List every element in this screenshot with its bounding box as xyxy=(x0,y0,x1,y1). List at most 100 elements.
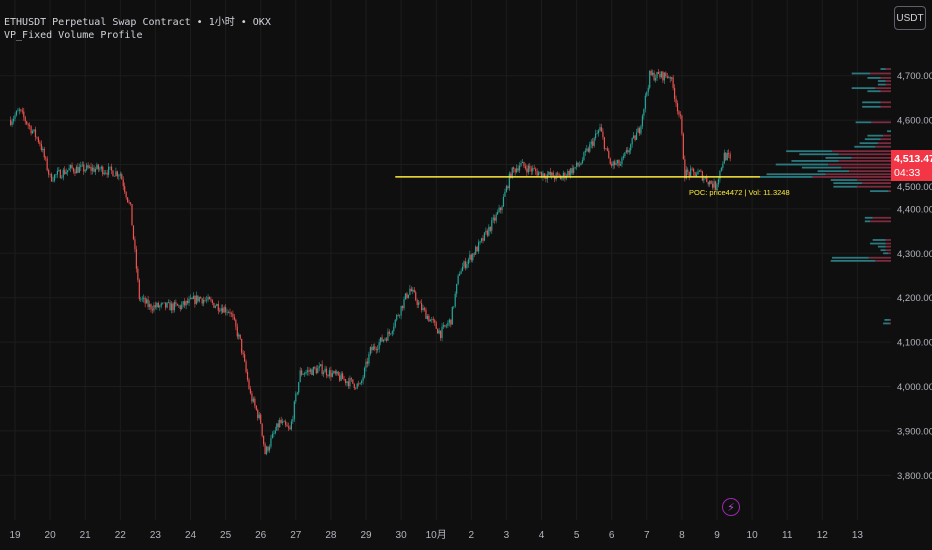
candle-body xyxy=(453,306,455,308)
candle-body xyxy=(698,170,701,172)
candle-body xyxy=(242,352,244,355)
symbol-title[interactable]: ETHUSDT Perpetual Swap Contract • 1小时 • … xyxy=(4,17,271,28)
candle-body xyxy=(403,299,405,309)
candle-body xyxy=(393,326,395,332)
candle-body xyxy=(404,293,407,300)
candle-body xyxy=(472,253,474,261)
x-tick-label: 26 xyxy=(255,530,267,541)
candle-body xyxy=(574,166,576,168)
candle-body xyxy=(614,161,616,165)
candle-body xyxy=(710,180,712,184)
candle-body xyxy=(397,315,399,316)
profile-bar-down xyxy=(851,156,891,159)
candle-body xyxy=(691,168,693,170)
candle-body xyxy=(533,168,535,169)
candle-body xyxy=(581,160,584,164)
candle-body xyxy=(504,192,506,197)
candle-body xyxy=(49,174,51,175)
candle-body xyxy=(48,170,50,175)
candle-body xyxy=(226,312,228,313)
candle-body xyxy=(225,307,227,313)
candle-body xyxy=(106,172,108,175)
candle-body xyxy=(399,315,401,317)
candle-body xyxy=(87,165,89,168)
candle-body xyxy=(77,166,79,173)
candle-body xyxy=(67,170,69,173)
candle-body xyxy=(186,300,189,304)
profile-bar-down xyxy=(885,68,891,70)
candle-body xyxy=(26,121,28,124)
candle-body xyxy=(315,368,317,374)
candle-body xyxy=(59,170,61,179)
candle-body xyxy=(410,288,412,292)
candle-body xyxy=(268,446,271,451)
candle-body xyxy=(289,427,291,430)
candle-body xyxy=(549,171,551,176)
candle-body xyxy=(576,162,578,167)
profile-bar-up xyxy=(825,156,852,159)
candle-body xyxy=(625,150,627,153)
lightning-icon[interactable]: ⚡ xyxy=(722,498,740,516)
candle-body xyxy=(437,328,439,334)
profile-bar-up xyxy=(833,182,863,185)
candle-body xyxy=(482,238,484,241)
candle-body xyxy=(660,71,663,78)
candle-body xyxy=(325,368,328,376)
profile-bar-down xyxy=(885,239,891,241)
candle-body xyxy=(478,242,480,252)
candle-body xyxy=(461,266,464,272)
candle-body xyxy=(418,302,420,305)
candle-body xyxy=(605,148,607,149)
candle-body xyxy=(464,261,467,268)
candle-body xyxy=(188,298,190,304)
currency-button[interactable]: USDT xyxy=(894,6,926,30)
candle-body xyxy=(273,433,275,434)
y-tick-label: 4,600.00 xyxy=(897,116,932,127)
profile-bar-up xyxy=(760,176,813,178)
candle-body xyxy=(363,367,366,378)
profile-bar-down xyxy=(875,145,891,148)
candle-body xyxy=(86,165,88,170)
candle-body xyxy=(232,313,234,317)
candle-body xyxy=(712,183,714,188)
candle-body xyxy=(600,127,603,132)
candle-body xyxy=(441,326,443,339)
candle-body xyxy=(657,71,660,75)
price-axis[interactable]: 4,700.00 4,600.00 4,500.00 4,400.00 4,300.00… xyxy=(897,71,932,482)
y-tick-label: 3,900.00 xyxy=(897,426,932,437)
candle-body xyxy=(514,169,516,173)
candle-body xyxy=(235,319,237,327)
candle-body xyxy=(20,109,22,111)
candle-body xyxy=(10,120,12,125)
candle-body xyxy=(589,144,591,152)
candle-body xyxy=(523,161,525,167)
candle-body xyxy=(695,174,698,177)
candle-body xyxy=(498,207,500,212)
candle-body xyxy=(94,168,97,172)
candle-body xyxy=(529,165,531,169)
candle-body xyxy=(277,423,279,428)
candle-body xyxy=(459,273,461,276)
indicator-title[interactable]: VP_Fixed Volume Profile xyxy=(4,30,143,41)
candle-body xyxy=(350,378,352,380)
candle-body xyxy=(396,315,398,320)
candle-body xyxy=(251,393,253,402)
candle-body xyxy=(685,169,687,179)
candle-body xyxy=(530,168,532,172)
last-price: 4,513.47 xyxy=(894,153,932,165)
profile-bar-down xyxy=(870,72,891,75)
profile-bar-down xyxy=(888,252,891,255)
profile-bar-up xyxy=(775,163,829,166)
candle-body xyxy=(116,171,118,177)
candle-body xyxy=(521,161,524,164)
candle-body xyxy=(175,302,177,304)
time-axis[interactable]: 19 20 21 22 23 24 25 26 27 28 29 30 10月 2 3 4 5 6 7 8 9 10 11 1… xyxy=(9,529,863,541)
candle-body xyxy=(257,409,259,419)
x-tick-label: 19 xyxy=(9,530,21,541)
profile-bar-up xyxy=(851,72,871,75)
candle-body xyxy=(438,330,440,334)
candle-body xyxy=(714,181,717,190)
candle-body xyxy=(151,309,154,311)
candle-body xyxy=(337,371,339,376)
